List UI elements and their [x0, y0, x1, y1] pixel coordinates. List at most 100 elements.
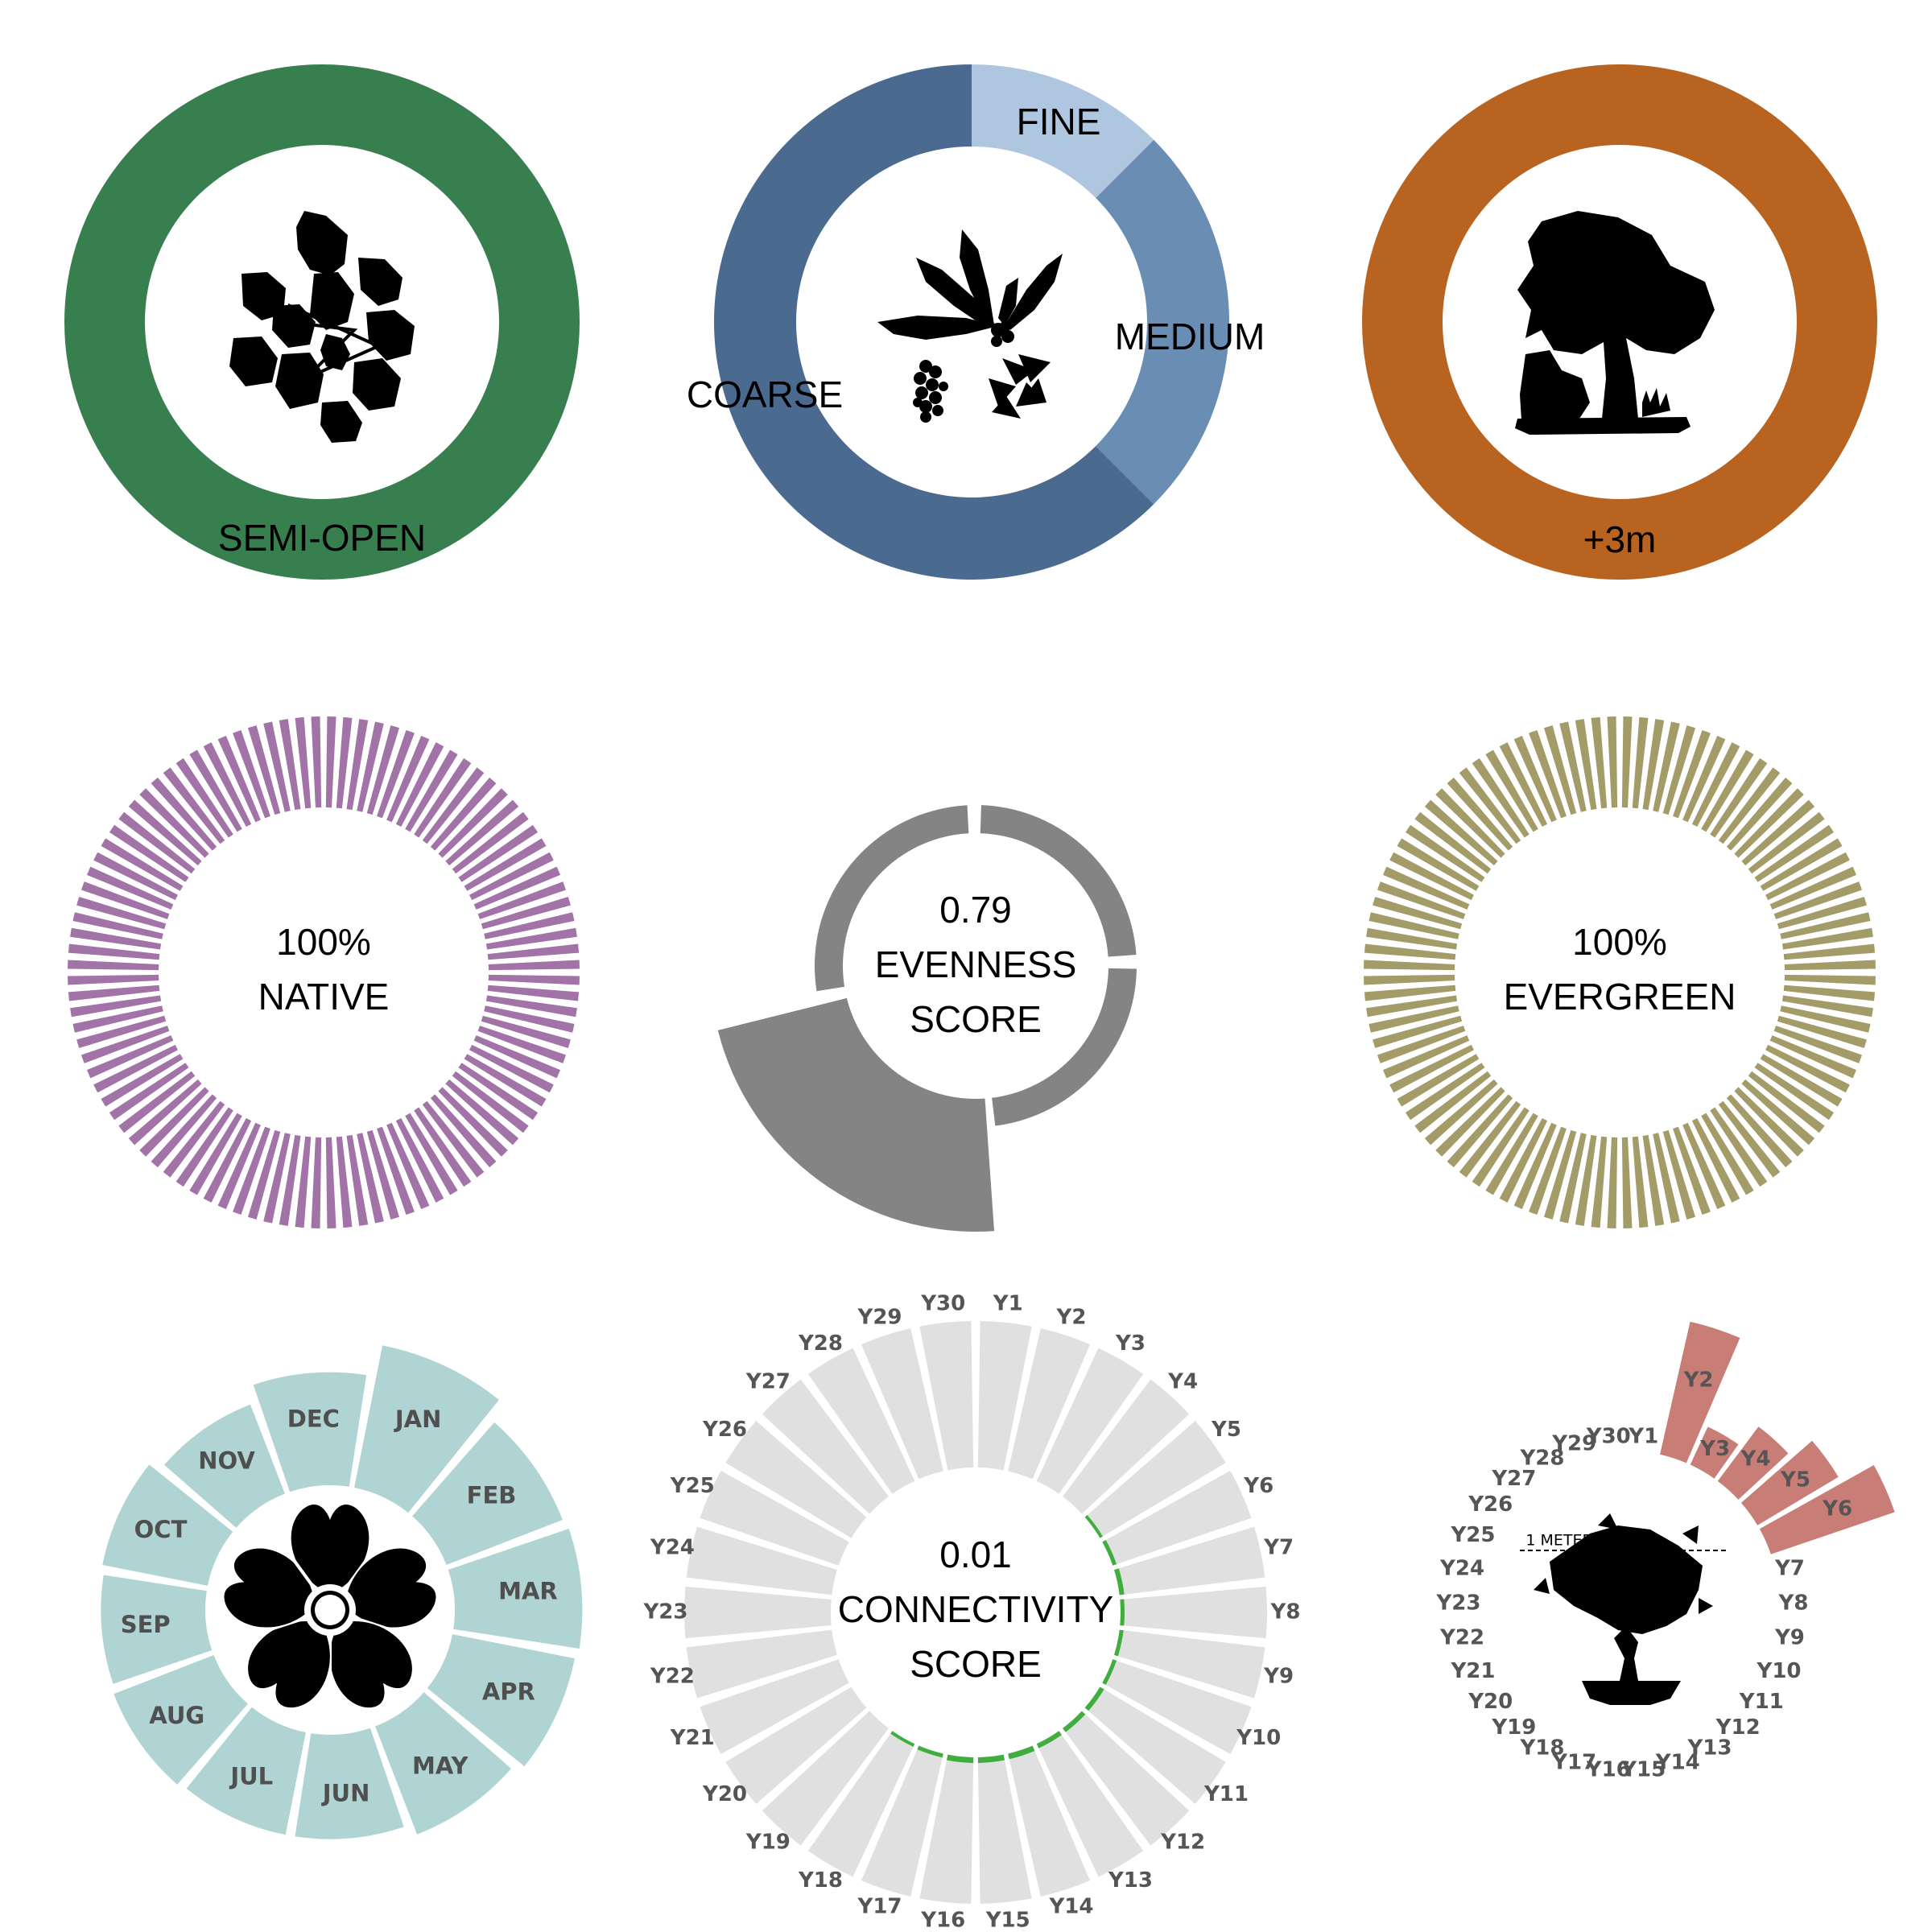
connectivity-bar — [919, 1754, 974, 1904]
ring-bar — [1748, 811, 1825, 874]
ring-bar — [109, 824, 189, 882]
year-label: Y28 — [1519, 1446, 1564, 1470]
connectivity-bar — [807, 1348, 915, 1494]
donut-slice-semi-open — [64, 64, 580, 580]
ring-bar — [109, 1063, 189, 1121]
ring-bar — [1773, 1026, 1863, 1063]
ring-bar — [1559, 1133, 1587, 1224]
connectivity-bar — [725, 1686, 867, 1804]
ring-bar — [1760, 1054, 1843, 1107]
ring-bar — [1632, 1136, 1649, 1228]
petal-divider — [346, 1613, 421, 1641]
year-label: Y8 — [1778, 1591, 1809, 1616]
ring-bar — [1382, 866, 1470, 910]
ring-bar — [1499, 742, 1548, 827]
slice-label-height: +3m — [1583, 518, 1657, 560]
year-label: Y10 — [1757, 1659, 1802, 1683]
ring-bar — [1783, 943, 1876, 960]
ring-bar — [1414, 811, 1492, 874]
donut-slice-height — [1362, 64, 1877, 580]
ring-bar — [233, 1126, 270, 1216]
ring-bar — [414, 758, 472, 838]
ring-bar — [452, 811, 529, 874]
percent-value: 100% — [1572, 921, 1667, 963]
evenness-sector — [717, 997, 995, 1232]
ring-bar — [1781, 927, 1873, 950]
ring-bar — [377, 1126, 415, 1216]
ring-bar — [263, 1133, 291, 1224]
year-label: Y18 — [798, 1868, 843, 1893]
ring-bar — [405, 1113, 458, 1195]
ring-bar — [414, 1107, 472, 1187]
ring-bar — [1591, 716, 1608, 809]
evenness-label: EVENNESS — [875, 943, 1077, 985]
ring-bar — [1513, 1122, 1557, 1210]
ring-bar — [175, 758, 233, 838]
ring-bar — [1662, 725, 1696, 815]
donut-slice-fine — [972, 64, 1154, 198]
ring-bar — [1718, 767, 1781, 844]
month-bar-dec — [253, 1372, 367, 1492]
ring-bar — [1389, 1044, 1474, 1093]
connectivity-value-bar — [1084, 1515, 1103, 1538]
year-label: Y7 — [1263, 1535, 1294, 1559]
ring-bar — [1653, 1133, 1680, 1224]
donut-slice-coarse — [714, 64, 1154, 580]
ring-bar — [1741, 1079, 1815, 1146]
ring-bar — [1607, 1137, 1618, 1228]
ring-bar — [1373, 896, 1463, 930]
ring-bar — [484, 1005, 575, 1033]
growth-bar — [1759, 1465, 1895, 1554]
year-label: Y12 — [1160, 1831, 1205, 1855]
connectivity-bar — [686, 1629, 837, 1699]
ring-bar — [1368, 1005, 1459, 1033]
month-label: AUG — [149, 1702, 204, 1729]
ring-bar — [357, 1133, 384, 1224]
year-label: Y16 — [920, 1908, 965, 1932]
month-bar-oct — [102, 1464, 233, 1586]
connectivity-bar — [861, 1328, 943, 1480]
ring-bar — [139, 788, 209, 858]
year-label: Y7 — [1774, 1556, 1805, 1580]
year-label: Y13 — [1686, 1736, 1732, 1761]
ring-bar — [366, 1129, 400, 1220]
ring-bar — [1397, 1054, 1480, 1107]
ring-bar — [203, 742, 252, 827]
ring-bar — [377, 729, 415, 819]
ring-bar — [1364, 943, 1456, 960]
ring-bar — [189, 1113, 242, 1195]
growth-bar — [1717, 1426, 1789, 1500]
ring-bar — [1607, 716, 1618, 808]
growth-bar — [1740, 1440, 1839, 1525]
ring-bar — [93, 1044, 178, 1093]
connectivity-bar — [1008, 1745, 1091, 1897]
connectivity-value-bar — [1114, 1629, 1124, 1657]
year-label: Y5 — [1211, 1418, 1241, 1442]
petal-divider — [239, 1613, 314, 1641]
year-label: Y9 — [1263, 1665, 1294, 1689]
ring-bar — [1575, 719, 1597, 811]
ring-bar — [1741, 799, 1815, 866]
ring-bar — [336, 1136, 353, 1228]
connectivity-bar — [919, 1321, 974, 1471]
ring-bar — [1765, 1044, 1850, 1093]
connectivity-bar — [1084, 1421, 1226, 1538]
ring-bar — [473, 866, 561, 910]
year-label: Y20 — [702, 1782, 747, 1806]
ring-bar — [1435, 1087, 1505, 1157]
month-label: MAR — [498, 1577, 558, 1604]
ring-bar — [247, 1129, 281, 1220]
ring-bar — [1784, 960, 1876, 971]
year-label: Y1 — [1628, 1425, 1658, 1449]
ring-bar — [458, 1063, 539, 1121]
ring-bar — [469, 1044, 554, 1093]
ring-bar — [151, 1094, 217, 1168]
ring-bar — [70, 995, 162, 1018]
ring-bar — [1662, 1129, 1696, 1220]
year-label: Y2 — [1056, 1305, 1087, 1329]
ring-bar — [80, 1026, 170, 1063]
flowering-polar-chart: JAN FEB MAR APR MAY JUN JUL AUG SEP OCT NOV DEC — [101, 1345, 583, 1839]
growth-bar — [1690, 1426, 1739, 1479]
petal-divider — [273, 1532, 321, 1597]
year-label: Y14 — [1048, 1895, 1093, 1919]
